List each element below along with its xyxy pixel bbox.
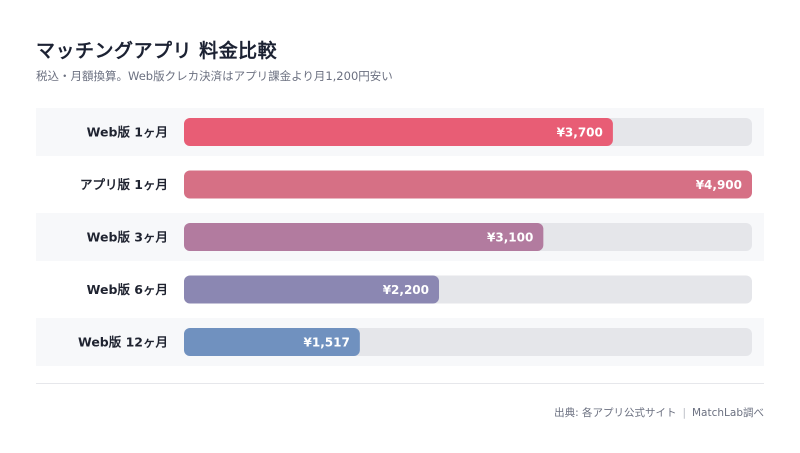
source-text: 出典: 各アプリ公式サイト	[554, 407, 677, 419]
bar	[184, 223, 544, 251]
value-label: ¥1,517	[304, 336, 350, 350]
category-label: Web版 6ヶ月	[87, 282, 168, 297]
bar	[184, 328, 360, 356]
value-label: ¥3,700	[557, 126, 603, 140]
value-label: ¥2,200	[383, 283, 429, 297]
bar	[184, 170, 752, 199]
bar-chart: Web版 1ヶ月 ¥3,700 アプリ版 1ヶ月 ¥4,900 Web版 3ヶ月 ¥3,1…	[77, 118, 752, 356]
category-label: Web版 1ヶ月	[87, 125, 168, 140]
bar	[184, 275, 440, 304]
value-label: ¥3,100	[487, 231, 533, 245]
category-label: Web版 12ヶ月	[78, 335, 168, 350]
chart-title: マッチングアプリ 料金比較	[36, 40, 278, 62]
chart-subtitle: 税込・月額換算。Web版クレカ決済はアプリ課金より月1,200円安い	[36, 69, 393, 83]
source-note: 出典: 各アプリ公式サイト | MatchLab調べ	[554, 405, 764, 420]
bar	[184, 118, 613, 146]
category-label: Web版 3ヶ月	[87, 230, 168, 245]
source-separator: |	[682, 407, 686, 419]
category-label: アプリ版 1ヶ月	[80, 177, 168, 192]
footer-divider	[36, 383, 764, 384]
source-credit: MatchLab調べ	[692, 407, 764, 419]
value-label: ¥4,900	[696, 178, 742, 192]
